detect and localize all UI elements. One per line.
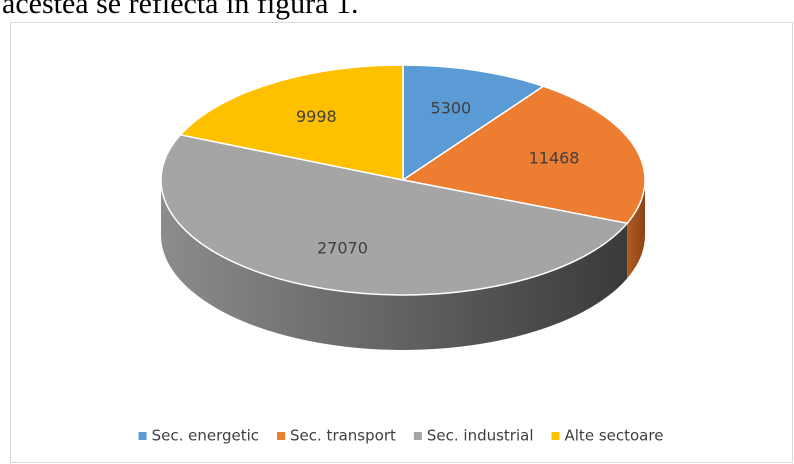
legend-swatch [551,432,560,440]
legend-label: Alte sectoare [565,427,664,445]
data-label: 5300 [431,98,472,117]
slice-side [161,180,628,350]
data-label: 9998 [296,107,337,126]
legend-label: Sec. energetic [152,427,259,445]
pie: 5300 11468 27070 9998 [160,64,646,350]
legend-swatch [138,432,147,440]
legend-item: Alte sectoare [551,427,664,445]
data-label: 27070 [317,238,368,257]
pie-slice [402,64,546,182]
legend-swatch [413,432,422,440]
caption-text: acestea se reflectă în figura 1. [2,0,358,20]
legend-item: Sec. industrial [413,427,534,445]
legend-label: Sec. industrial [427,427,534,445]
slice-side [627,180,645,279]
legend: Sec. energetic Sec. transport Sec. industr… [138,427,664,445]
legend-item: Sec. energetic [138,427,259,445]
pie-slice [179,64,404,181]
pie-slice [401,85,646,225]
legend-item: Sec. transport [277,427,396,445]
pie-slice [160,133,629,296]
data-label: 11468 [529,149,580,168]
legend-swatch [277,432,286,440]
legend-label: Sec. transport [290,427,396,445]
